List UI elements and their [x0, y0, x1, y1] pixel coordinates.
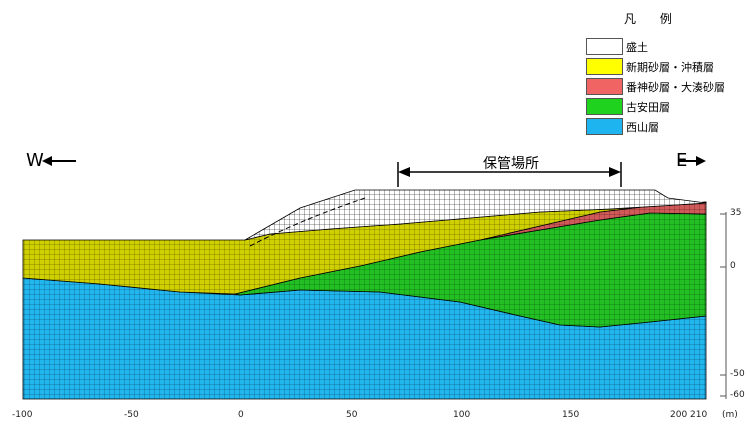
storage-area-arrowhead-left [398, 167, 410, 177]
layer-fill [244, 189, 707, 241]
x-tick-label: -50 [124, 410, 139, 420]
y-tick-label: -60 [730, 390, 745, 400]
x-tick-label: 200 [670, 410, 688, 420]
legend-label-furuyasuda: 古安田層 [626, 100, 670, 114]
legend-title: 凡 例 [624, 12, 682, 26]
east-arrowhead [696, 156, 706, 166]
west-arrowhead [42, 156, 52, 166]
x-tick-label: 210 [690, 410, 708, 420]
legend-item-nishiyama: 西山層 [586, 118, 659, 135]
legend: 凡 例 盛土 新期砂層・沖積層 番神砂層・大湊砂層 古安田層 西山層 [586, 8, 746, 140]
legend-item-fill: 盛土 [586, 38, 648, 55]
x-axis-unit: (m) [722, 410, 738, 420]
legend-label-banjin-sand: 番神砂層・大湊砂層 [626, 80, 725, 94]
x-tick-label: -100 [12, 410, 33, 420]
west-label: W [26, 150, 44, 171]
y-tick-label: 0 [730, 261, 736, 271]
legend-swatch-banjin-sand [586, 78, 623, 95]
x-tick-label: 100 [453, 410, 471, 420]
x-tick-label: 50 [346, 410, 358, 420]
storage-area-arrowhead-right [609, 167, 621, 177]
legend-swatch-new-sand [586, 58, 623, 75]
legend-item-banjin-sand: 番神砂層・大湊砂層 [586, 78, 725, 95]
east-label: E [676, 150, 688, 171]
legend-swatch-nishiyama [586, 118, 623, 135]
legend-swatch-furuyasuda [586, 98, 623, 115]
storage-area-label: 保管場所 [483, 156, 539, 172]
x-tick-label: 0 [238, 410, 244, 420]
slope-dashed-line [249, 197, 366, 247]
legend-label-new-sand: 新期砂層・沖積層 [626, 60, 714, 74]
y-tick-label: -50 [730, 369, 745, 379]
y-tick-label: 35 [730, 208, 742, 218]
legend-item-furuyasuda: 古安田層 [586, 98, 670, 115]
legend-item-new-sand: 新期砂層・沖積層 [586, 58, 714, 75]
legend-label-fill: 盛土 [626, 40, 648, 54]
x-tick-label: 150 [562, 410, 580, 420]
legend-swatch-fill [586, 38, 623, 55]
legend-label-nishiyama: 西山層 [626, 120, 659, 134]
